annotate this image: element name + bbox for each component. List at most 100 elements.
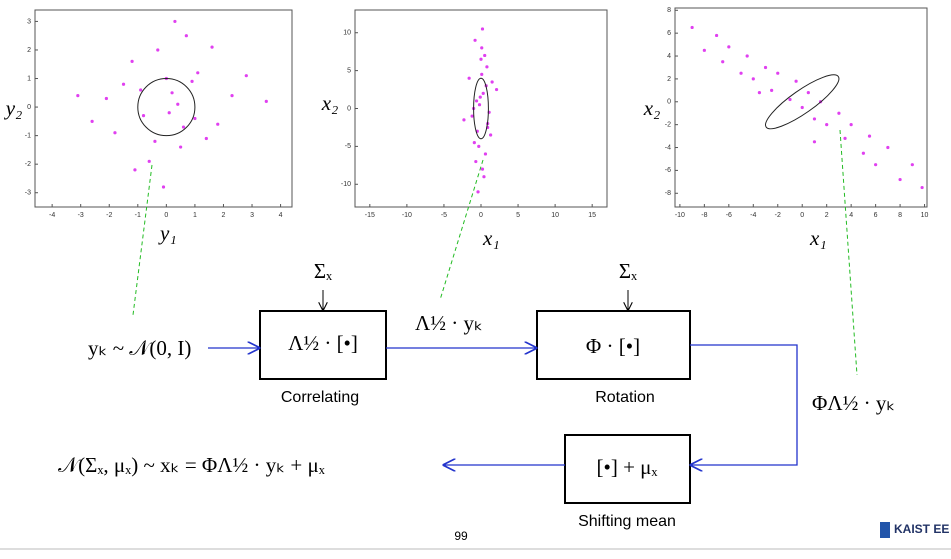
point bbox=[861, 151, 865, 155]
y-tick-label: 2 bbox=[27, 47, 31, 54]
point bbox=[806, 91, 810, 95]
point bbox=[190, 79, 194, 83]
covariance-ellipse bbox=[765, 74, 840, 130]
point bbox=[920, 185, 924, 190]
point bbox=[490, 80, 494, 84]
x-tick-label: 0 bbox=[164, 212, 168, 219]
point bbox=[141, 114, 146, 118]
point bbox=[837, 111, 841, 115]
point bbox=[480, 27, 485, 31]
point bbox=[794, 79, 798, 83]
link bbox=[839, 129, 858, 376]
point bbox=[76, 94, 80, 98]
x-tick-label: 5 bbox=[516, 212, 520, 219]
y-tick-label: 10 bbox=[343, 30, 351, 37]
y-tick-label: 3 bbox=[27, 18, 31, 25]
point bbox=[800, 105, 804, 110]
point bbox=[90, 119, 94, 123]
x-tick-label: 3 bbox=[250, 212, 254, 219]
logo: KAIST EE bbox=[894, 522, 949, 536]
point bbox=[216, 122, 220, 126]
x-axis-label: x₁ bbox=[809, 226, 827, 250]
point bbox=[479, 57, 483, 61]
point bbox=[480, 72, 484, 77]
output-label: 𝒩(Σₓ, μₓ) ~ xₖ = ΦΛ½ · yₖ + μₓ bbox=[58, 453, 326, 477]
x-tick-label: 10 bbox=[551, 212, 559, 219]
point bbox=[745, 54, 749, 58]
x-tick-label: -15 bbox=[365, 212, 375, 219]
y-axis-label: y₂ bbox=[4, 96, 23, 120]
point bbox=[474, 159, 478, 164]
y-tick-label: 0 bbox=[347, 105, 351, 112]
y-tick-label: -6 bbox=[665, 167, 671, 174]
point bbox=[161, 185, 166, 189]
box-label: Λ½ · [•] bbox=[288, 331, 358, 355]
point bbox=[130, 59, 134, 63]
y-tick-label: 8 bbox=[667, 7, 671, 14]
point bbox=[170, 91, 174, 95]
x-tick-label: 2 bbox=[825, 212, 829, 219]
point bbox=[849, 123, 853, 127]
point bbox=[867, 134, 872, 138]
x-tick-label: 4 bbox=[849, 212, 853, 219]
point bbox=[478, 95, 482, 99]
point bbox=[485, 65, 489, 69]
point bbox=[156, 48, 160, 52]
covariance-ellipse bbox=[473, 77, 489, 140]
x-tick-label: 8 bbox=[898, 212, 902, 219]
x-tick-label: 0 bbox=[800, 212, 804, 219]
y-tick-label: 1 bbox=[27, 75, 31, 82]
point bbox=[886, 145, 890, 150]
point bbox=[153, 139, 157, 143]
point bbox=[193, 116, 197, 121]
point bbox=[714, 33, 719, 38]
point bbox=[113, 131, 117, 135]
point bbox=[481, 91, 485, 95]
y-axis-label: x₂ bbox=[321, 91, 339, 115]
x-tick-label: -10 bbox=[402, 212, 412, 219]
input-label: yₖ ~ 𝒩(0, I) bbox=[88, 336, 191, 360]
y-tick-label: -2 bbox=[25, 161, 31, 168]
sigma: Σₓ bbox=[619, 259, 638, 283]
x-tick-label: 0 bbox=[479, 212, 483, 219]
point bbox=[121, 82, 126, 86]
point bbox=[812, 117, 817, 121]
point bbox=[751, 77, 755, 81]
point bbox=[470, 114, 474, 118]
point bbox=[173, 19, 177, 24]
sigma: Σₓ bbox=[314, 259, 333, 283]
point bbox=[204, 136, 208, 141]
caption: Rotation bbox=[595, 389, 655, 406]
point bbox=[721, 60, 725, 64]
caption: Shifting mean bbox=[578, 513, 676, 530]
x-tick-label: -8 bbox=[701, 212, 707, 219]
arrow bbox=[690, 344, 798, 465]
x-tick-label: -2 bbox=[106, 212, 112, 219]
x-tick-label: -6 bbox=[726, 212, 732, 219]
point bbox=[480, 46, 484, 50]
point bbox=[147, 159, 151, 163]
logo-mark bbox=[880, 522, 890, 538]
box-label: Φ · [•] bbox=[586, 334, 640, 358]
point bbox=[483, 53, 487, 58]
point bbox=[264, 99, 268, 103]
point bbox=[179, 145, 183, 149]
y-tick-label: -10 bbox=[341, 181, 351, 188]
point bbox=[480, 167, 485, 171]
plot-frame bbox=[34, 9, 293, 208]
point bbox=[244, 74, 248, 78]
covariance-ellipse bbox=[137, 78, 196, 137]
x-tick-label: -4 bbox=[750, 212, 756, 219]
y-tick-label: 2 bbox=[667, 76, 671, 83]
point bbox=[139, 88, 143, 92]
point bbox=[739, 71, 743, 75]
point bbox=[133, 168, 137, 172]
point bbox=[874, 163, 878, 167]
point bbox=[812, 140, 817, 144]
x-tick-label: 6 bbox=[874, 212, 878, 219]
page-number: 99 bbox=[454, 529, 468, 543]
x-axis-label: x₁ bbox=[482, 226, 500, 250]
y-tick-label: 4 bbox=[667, 53, 671, 60]
point bbox=[788, 97, 792, 102]
